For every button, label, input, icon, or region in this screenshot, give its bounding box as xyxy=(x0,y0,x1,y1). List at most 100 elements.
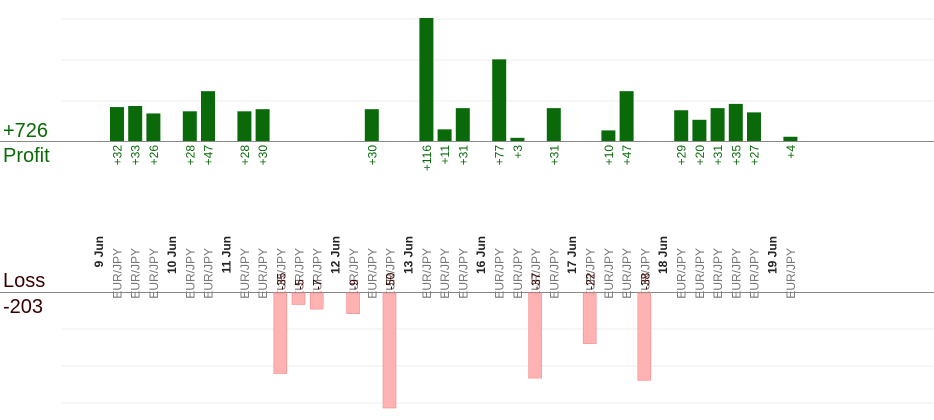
profit-value-label: +47 xyxy=(620,145,634,166)
profit-value-label: +4 xyxy=(784,145,798,159)
date-label: 16 Jun xyxy=(474,236,488,274)
profit-value-label: +3 xyxy=(511,145,525,159)
pair-label: EUR/JPY xyxy=(620,248,634,299)
pair-label: EUR/JPY xyxy=(584,248,598,299)
profit-bar xyxy=(728,103,743,141)
profit-bar xyxy=(237,111,252,141)
profit-bar xyxy=(546,108,561,141)
pair-label: EUR/JPY xyxy=(456,248,470,299)
loss-bar xyxy=(273,292,288,374)
loss-value-label: -7 xyxy=(311,279,325,290)
pair-label: EUR/JPY xyxy=(274,248,288,299)
profit-value-label: +47 xyxy=(202,145,216,166)
profit-value-label: +11 xyxy=(438,145,452,165)
profit-value-label: +31 xyxy=(456,145,470,166)
profit-bar xyxy=(255,109,270,141)
profit-label: Profit xyxy=(3,145,50,167)
profit-bar xyxy=(619,91,634,141)
profit-bar xyxy=(128,106,143,141)
pair-label: EUR/JPY xyxy=(293,248,307,299)
profit-value-label: +32 xyxy=(111,145,125,166)
pair-label: EUR/JPY xyxy=(438,248,452,299)
profit-bar xyxy=(455,108,470,141)
pair-label: EUR/JPY xyxy=(711,248,725,299)
pair-label: EUR/JPY xyxy=(547,248,561,299)
pair-label: EUR/JPY xyxy=(638,248,652,299)
pair-label: EUR/JPY xyxy=(147,248,161,299)
profit-bar xyxy=(419,18,434,141)
profit-value-label: +26 xyxy=(147,145,161,166)
date-label: 9 Jun xyxy=(92,236,106,267)
pair-label: EUR/JPY xyxy=(529,248,543,299)
profit-bar xyxy=(492,59,507,141)
profit-value-label: +28 xyxy=(238,145,252,166)
profit-bar xyxy=(110,107,124,141)
pair-label: EUR/JPY xyxy=(675,248,689,299)
pair-label: EUR/JPY xyxy=(729,248,743,299)
loss-bar xyxy=(637,292,652,381)
profit-bar xyxy=(674,110,689,141)
pair-label: EUR/JPY xyxy=(693,248,707,299)
pair-label: EUR/JPY xyxy=(129,248,143,299)
date-label: 19 Jun xyxy=(765,236,779,274)
loss-value-label: -37 xyxy=(529,272,543,290)
pair-label: EUR/JPY xyxy=(238,248,252,299)
profit-bar xyxy=(747,112,761,141)
date-label: 13 Jun xyxy=(401,236,415,274)
profit-value-label: +77 xyxy=(493,145,507,166)
date-label: 10 Jun xyxy=(165,236,179,274)
profit-value-label: +30 xyxy=(365,145,379,166)
profit-bar xyxy=(710,108,725,141)
pair-label: EUR/JPY xyxy=(384,248,398,299)
loss-bar xyxy=(346,292,360,315)
loss-total: -203 xyxy=(3,296,44,318)
date-label: 12 Jun xyxy=(329,236,343,274)
profit-bar xyxy=(146,113,161,141)
pair-label: EUR/JPY xyxy=(511,248,525,299)
pair-label: EUR/JPY xyxy=(748,248,762,299)
pair-label: EUR/JPY xyxy=(202,248,216,299)
pair-label: EUR/JPY xyxy=(311,248,325,299)
loss-bar xyxy=(382,292,397,409)
profit-bar xyxy=(692,119,707,141)
loss-label: Loss xyxy=(3,270,46,292)
profit-value-label: +31 xyxy=(547,145,561,166)
profit-bar xyxy=(783,136,798,141)
date-label: 18 Jun xyxy=(656,236,670,274)
loss-value-label: -9 xyxy=(347,279,361,290)
pair-label: EUR/JPY xyxy=(365,248,379,299)
pair-label: EUR/JPY xyxy=(493,248,507,299)
loss-bar xyxy=(582,292,597,344)
profit-value-label: +116 xyxy=(420,145,434,171)
loss-value-label: -50 xyxy=(384,272,398,290)
profit-value-label: +29 xyxy=(675,145,689,166)
profit-value-label: +31 xyxy=(711,145,725,166)
profit-value-label: +35 xyxy=(729,145,743,166)
profit-bar xyxy=(201,91,215,141)
pair-label: EUR/JPY xyxy=(784,248,798,299)
pair-label: EUR/JPY xyxy=(111,248,125,299)
date-label: 17 Jun xyxy=(565,236,579,274)
profit-value-label: +20 xyxy=(693,145,707,166)
profit-value-label: +10 xyxy=(602,145,616,166)
profit-bar xyxy=(601,130,616,141)
pair-label: EUR/JPY xyxy=(420,248,434,299)
profit-value-label: +33 xyxy=(129,145,143,166)
loss-value-label: -5 xyxy=(293,279,307,290)
pair-label: EUR/JPY xyxy=(183,248,197,299)
profit-value-label: +30 xyxy=(256,145,270,166)
profit-bar xyxy=(510,137,525,141)
loss-value-label: -22 xyxy=(584,272,598,290)
loss-value-label: -35 xyxy=(274,272,288,290)
loss-bar xyxy=(528,292,542,379)
loss-bar xyxy=(291,292,306,305)
loss-value-label: -38 xyxy=(638,272,652,290)
profit-bar xyxy=(364,109,379,141)
pair-label: EUR/JPY xyxy=(602,248,616,299)
profit-value-label: +28 xyxy=(183,145,197,166)
profit-value-label: +27 xyxy=(748,145,762,166)
date-label: 11 Jun xyxy=(219,236,233,273)
pair-label: EUR/JPY xyxy=(347,248,361,299)
profit-bar xyxy=(182,111,197,141)
